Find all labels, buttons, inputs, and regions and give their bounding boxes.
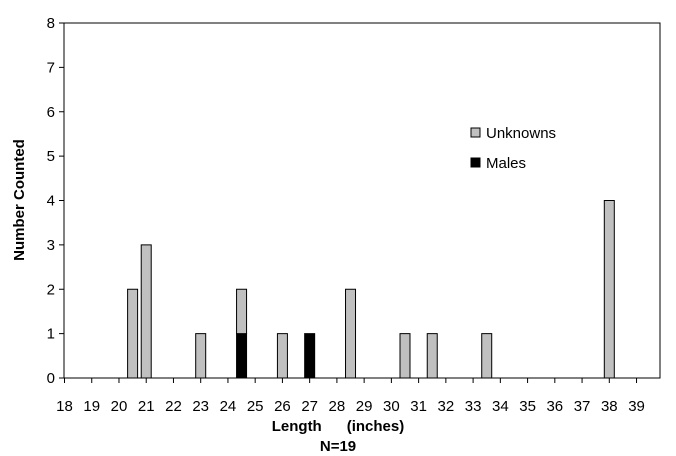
x-axis: 18 19 20 21 22 23 24 25 26 27 28 29 30 31 32 33 34 35 36 37… xyxy=(56,378,645,415)
plot-border xyxy=(63,22,661,379)
x-tick-label: 34 xyxy=(492,398,509,415)
x-axis-title: Length (inches) xyxy=(272,418,405,435)
x-tick-label: 33 xyxy=(465,398,482,415)
bar-unknowns xyxy=(481,333,493,379)
y-tick-label: 5 xyxy=(47,148,55,165)
bar-unknowns xyxy=(426,333,438,379)
x-tick-label: 25 xyxy=(247,398,264,415)
x-tick-label: 29 xyxy=(356,398,373,415)
x-tick-label: 19 xyxy=(83,398,100,415)
y-tick-label: 8 xyxy=(47,15,55,32)
y-tick-label: 3 xyxy=(47,237,55,254)
bar-males xyxy=(304,333,316,379)
y-axis-title: Number Counted xyxy=(11,139,28,261)
legend-swatch-unknowns xyxy=(470,127,481,138)
x-tick-label: 22 xyxy=(165,398,182,415)
x-tick-label: 26 xyxy=(274,398,291,415)
x-tick-label: 31 xyxy=(410,398,427,415)
bar-males xyxy=(236,333,248,379)
legend-label-unknowns: Unknowns xyxy=(486,125,556,142)
x-tick-label: 37 xyxy=(574,398,591,415)
x-tick-label: 23 xyxy=(192,398,209,415)
bar-unknowns xyxy=(236,288,248,335)
legend: Unknowns Males xyxy=(470,125,556,172)
y-tick-label: 2 xyxy=(47,281,55,298)
x-tick-label: 38 xyxy=(601,398,618,415)
y-tick-label: 6 xyxy=(47,104,55,121)
x-tick-label: 24 xyxy=(220,398,237,415)
bar-unknowns xyxy=(195,333,207,379)
x-tick-label: 21 xyxy=(138,398,155,415)
x-tick-label: 32 xyxy=(438,398,455,415)
x-tick-label: 20 xyxy=(111,398,128,415)
sample-size-label: N=19 xyxy=(320,438,356,455)
x-tick-label: 27 xyxy=(301,398,318,415)
x-tick-label: 28 xyxy=(329,398,346,415)
x-tick-label: 35 xyxy=(519,398,536,415)
bar-unknowns xyxy=(345,288,357,379)
y-tick-label: 7 xyxy=(47,59,55,76)
bar-unknowns xyxy=(276,333,288,379)
x-tick-label: 36 xyxy=(546,398,563,415)
y-axis: 0 1 2 3 4 5 6 7 8 xyxy=(47,15,64,387)
bars-group xyxy=(127,200,615,379)
y-tick-label: 0 xyxy=(47,370,55,387)
bar-unknowns xyxy=(127,288,139,379)
x-tick-label: 18 xyxy=(56,398,73,415)
x-tick-label: 39 xyxy=(628,398,645,415)
legend-swatch-males xyxy=(470,157,481,168)
legend-label-males: Males xyxy=(486,155,526,172)
bar-unknowns xyxy=(399,333,411,379)
plot-area xyxy=(63,22,661,379)
bar-unknowns xyxy=(603,200,615,379)
bar-unknowns xyxy=(140,244,152,379)
y-tick-label: 4 xyxy=(47,193,55,210)
x-tick-label: 30 xyxy=(383,398,400,415)
y-tick-label: 1 xyxy=(47,326,55,343)
